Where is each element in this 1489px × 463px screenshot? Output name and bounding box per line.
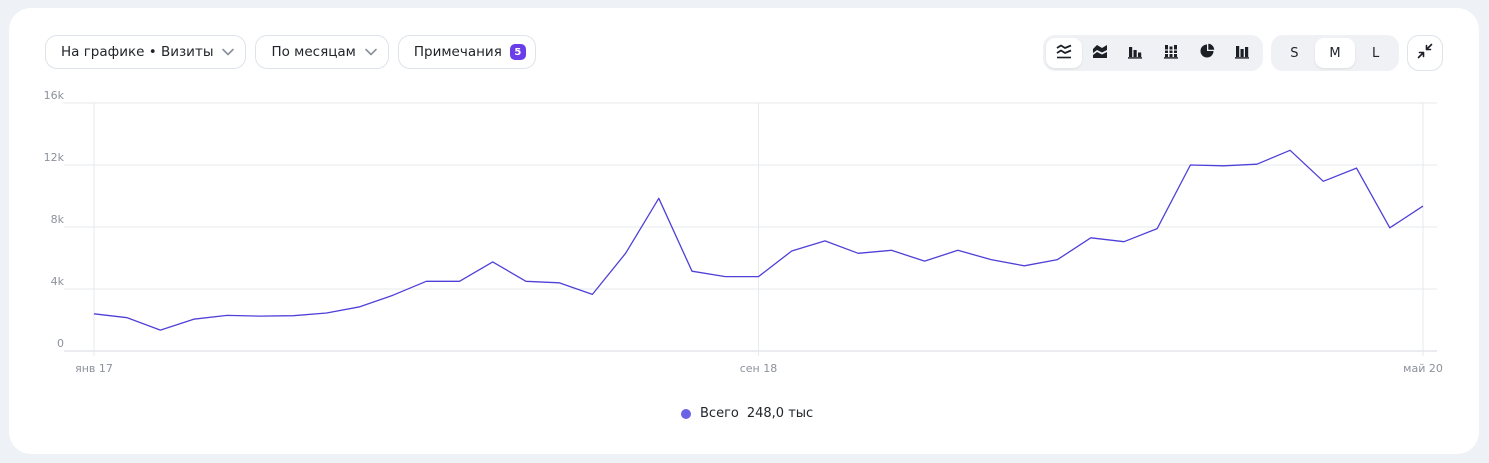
stacked-bar-chart-icon: [1163, 43, 1179, 63]
data-point[interactable]: [589, 291, 595, 297]
data-point[interactable]: [357, 304, 363, 310]
legend-dot: [681, 408, 691, 419]
data-point[interactable]: [1354, 165, 1360, 171]
chart-type-column[interactable]: [1224, 38, 1260, 68]
legend-series-name: Всего: [700, 406, 739, 421]
y-tick-label: 12k: [44, 151, 65, 164]
line-chart-icon: [1056, 43, 1072, 63]
data-point[interactable]: [523, 278, 529, 284]
area-chart-icon: [1092, 43, 1108, 63]
data-point[interactable]: [988, 257, 994, 263]
data-point[interactable]: [888, 247, 894, 253]
data-point[interactable]: [789, 248, 795, 254]
data-point[interactable]: [722, 274, 728, 280]
chevron-down-icon: [364, 45, 378, 59]
data-point[interactable]: [191, 316, 197, 322]
chart-type-stacked-bar[interactable]: [1153, 38, 1189, 68]
pie-chart-icon: [1199, 43, 1215, 63]
legend-item-total[interactable]: Всего 248,0 тыс: [681, 406, 813, 421]
chart-type-pie[interactable]: [1189, 38, 1225, 68]
notes-button-label: Примечания: [413, 44, 502, 60]
data-point[interactable]: [1187, 162, 1193, 168]
y-axis: 0 4k 8k 12k 16k: [44, 89, 65, 350]
x-tick-label: май 20: [1403, 362, 1443, 375]
data-point[interactable]: [955, 247, 961, 253]
data-point[interactable]: [623, 250, 629, 256]
data-point[interactable]: [1154, 226, 1160, 232]
data-point[interactable]: [290, 313, 296, 319]
data-point[interactable]: [1021, 263, 1027, 269]
data-point[interactable]: [1320, 178, 1326, 184]
chart-type-line[interactable]: [1046, 38, 1082, 68]
data-point[interactable]: [1121, 239, 1127, 245]
y-tick-label: 16k: [44, 89, 65, 102]
data-point[interactable]: [822, 238, 828, 244]
series-line-total[interactable]: [93, 149, 1424, 331]
collapse-button[interactable]: [1407, 35, 1443, 71]
y-tick-label: 8k: [51, 213, 65, 226]
x-tick-label: сен 18: [740, 362, 778, 375]
data-point[interactable]: [922, 258, 928, 264]
metric-dropdown-label: На графике • Визиты: [61, 44, 214, 60]
notes-count-badge: 5: [509, 44, 526, 60]
chart-toolbar: На графике • Визиты По месяцам Примечани…: [45, 35, 536, 69]
data-point[interactable]: [124, 315, 130, 321]
metric-dropdown[interactable]: На графике • Визиты: [45, 35, 247, 69]
chart-card: На графике • Визиты По месяцам Примечани…: [9, 8, 1479, 454]
bar-chart-icon: [1127, 43, 1143, 63]
data-point[interactable]: [490, 259, 496, 265]
data-point[interactable]: [390, 292, 396, 298]
notes-button[interactable]: Примечания 5: [397, 35, 536, 69]
size-switcher: S M L: [1271, 35, 1399, 71]
data-point[interactable]: [91, 311, 97, 317]
data-point[interactable]: [423, 278, 429, 284]
chart-series: [91, 147, 1426, 333]
chevron-down-icon: [221, 45, 235, 59]
collapse-icon: [1417, 43, 1433, 63]
data-point[interactable]: [224, 312, 230, 318]
period-dropdown[interactable]: По месяцам: [255, 35, 389, 69]
chart-type-area[interactable]: [1082, 38, 1118, 68]
size-option-l[interactable]: L: [1372, 45, 1380, 61]
chart-type-switcher: [1043, 35, 1263, 71]
x-axis: янв 17 сен 18 май 20: [75, 362, 1443, 375]
data-point[interactable]: [556, 280, 562, 286]
data-point[interactable]: [756, 274, 762, 280]
data-point[interactable]: [855, 250, 861, 256]
data-point[interactable]: [689, 268, 695, 274]
y-tick-label: 0: [57, 337, 64, 350]
data-point[interactable]: [1088, 235, 1094, 241]
y-tick-label: 4k: [51, 275, 65, 288]
data-point[interactable]: [1420, 203, 1426, 209]
x-tick-label: янв 17: [75, 362, 113, 375]
data-point[interactable]: [257, 313, 263, 319]
data-point[interactable]: [1254, 161, 1260, 167]
period-dropdown-label: По месяцам: [271, 44, 356, 60]
data-point[interactable]: [1387, 225, 1393, 231]
data-point[interactable]: [656, 195, 662, 201]
column-chart-icon: [1234, 43, 1250, 63]
data-point[interactable]: [1287, 147, 1293, 153]
chart-grid: [64, 102, 1437, 356]
data-point[interactable]: [157, 327, 163, 333]
data-point[interactable]: [456, 278, 462, 284]
data-point[interactable]: [1221, 163, 1227, 169]
size-option-s[interactable]: S: [1290, 45, 1299, 61]
chart-type-bar[interactable]: [1117, 38, 1153, 68]
size-option-m[interactable]: M: [1314, 38, 1356, 68]
data-point[interactable]: [324, 310, 330, 316]
legend-series-total: 248,0 тыс: [746, 406, 814, 421]
data-point[interactable]: [1055, 257, 1061, 263]
